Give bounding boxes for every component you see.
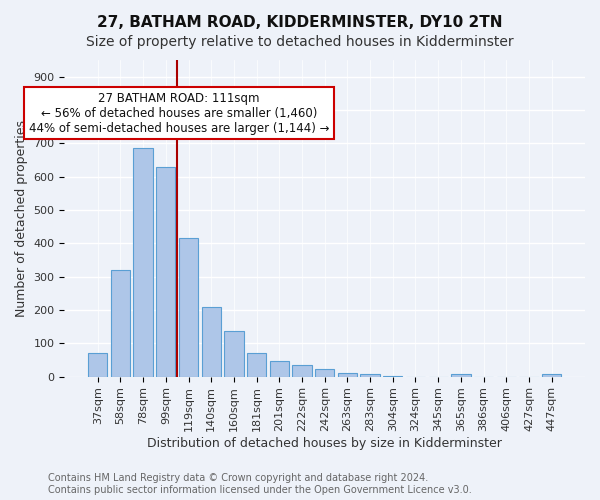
- Text: Contains HM Land Registry data © Crown copyright and database right 2024.
Contai: Contains HM Land Registry data © Crown c…: [48, 474, 472, 495]
- X-axis label: Distribution of detached houses by size in Kidderminster: Distribution of detached houses by size …: [147, 437, 502, 450]
- Bar: [315, 369, 334, 376]
- Bar: [202, 306, 221, 376]
- Bar: [451, 374, 470, 376]
- Bar: [156, 166, 175, 376]
- Bar: [361, 374, 380, 376]
- Bar: [542, 374, 562, 376]
- Text: 27, BATHAM ROAD, KIDDERMINSTER, DY10 2TN: 27, BATHAM ROAD, KIDDERMINSTER, DY10 2TN: [97, 15, 503, 30]
- Y-axis label: Number of detached properties: Number of detached properties: [15, 120, 28, 317]
- Bar: [179, 238, 198, 376]
- Text: Size of property relative to detached houses in Kidderminster: Size of property relative to detached ho…: [86, 35, 514, 49]
- Bar: [269, 360, 289, 376]
- Bar: [88, 354, 107, 376]
- Bar: [224, 331, 244, 376]
- Bar: [133, 148, 153, 376]
- Bar: [292, 365, 311, 376]
- Bar: [111, 270, 130, 376]
- Text: 27 BATHAM ROAD: 111sqm
← 56% of detached houses are smaller (1,460)
44% of semi-: 27 BATHAM ROAD: 111sqm ← 56% of detached…: [29, 92, 329, 134]
- Bar: [247, 354, 266, 376]
- Bar: [338, 372, 357, 376]
